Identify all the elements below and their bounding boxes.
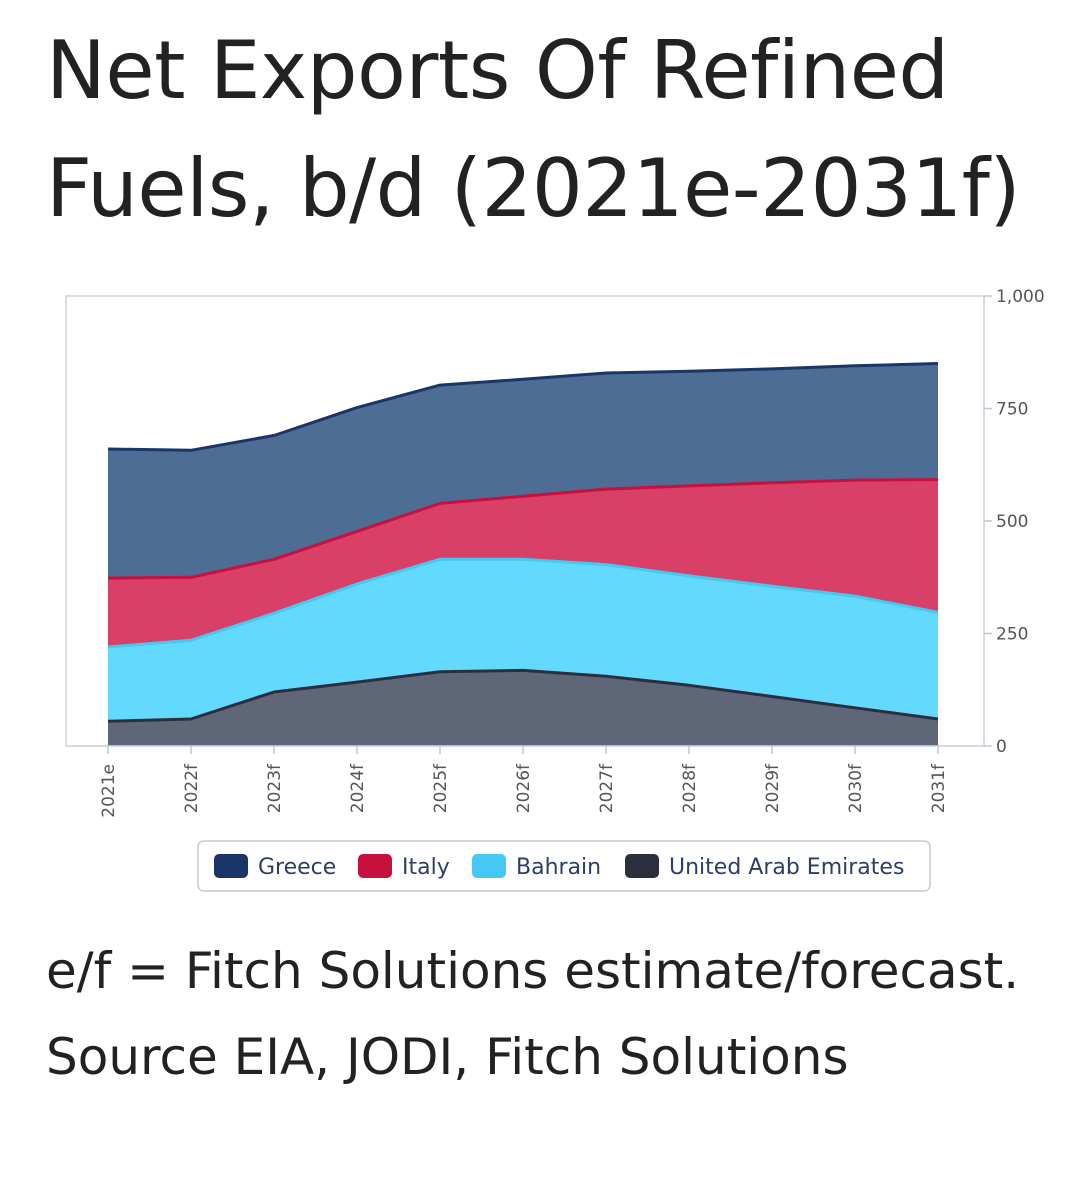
line-italy [107,478,939,580]
y-tick-label: 500 [996,512,1028,532]
x-tick-label: 2024f [348,763,368,813]
line-bahrain [107,557,939,649]
legend-swatch [358,854,392,878]
legend-swatch [472,854,506,878]
y-tick-label: 250 [996,625,1028,645]
area-greece [108,363,938,579]
line-united-arab-emirates [107,668,939,723]
legend-swatch [214,854,248,878]
source-footnote: e/f = Fitch Solutions estimate/forecast.… [46,942,1020,1086]
legend-item-greece[interactable]: Greece [214,854,336,880]
x-tick-label: 2031f [929,763,949,813]
legend-label: Italy [402,855,450,880]
y-axis: 0 250 500 750 1,000 [983,287,1045,757]
legend-swatch [625,854,659,878]
area-united-arab-emirates [108,670,938,746]
y-tick-label: 750 [996,400,1028,420]
x-axis: 2021e 2022f 2023f 2024f 2025f 2026f 2027f 2028f… [66,745,984,818]
y-tick-label: 1,000 [996,287,1045,307]
legend-label: Greece [258,855,336,880]
legend-item-bahrain[interactable]: Bahrain [472,854,601,880]
x-tick-label: 2030f [846,763,866,813]
chart-title: Net Exports Of Refined Fuels, b/d (2021e… [46,24,1021,235]
area-italy [108,479,938,647]
legend-item-italy[interactable]: Italy [358,854,450,880]
area-series-group [107,362,939,746]
legend-label: Bahrain [516,855,601,880]
legend[interactable]: Greece Italy Bahrain United Arab Emirates [197,840,931,892]
legend-label: United Arab Emirates [669,855,904,880]
x-tick-label: 2027f [597,763,617,813]
x-tick-label: 2023f [265,763,285,813]
x-tick-label: 2029f [763,763,783,813]
legend-box [197,840,931,892]
legend-item-united-arab-emirates[interactable]: United Arab Emirates [625,854,904,880]
x-tick-label: 2028f [680,763,700,813]
x-tick-label: 2025f [431,763,451,813]
line-greece [107,362,939,452]
y-tick-label: 0 [996,737,1007,757]
x-tick-label: 2022f [182,763,202,813]
x-tick-label: 2026f [514,763,534,813]
x-tick-label: 2021e [99,764,119,818]
stacked-area-chart: 0 250 500 750 1,000 2021e 2022f 2023f 2024f 2025… [65,287,1045,892]
